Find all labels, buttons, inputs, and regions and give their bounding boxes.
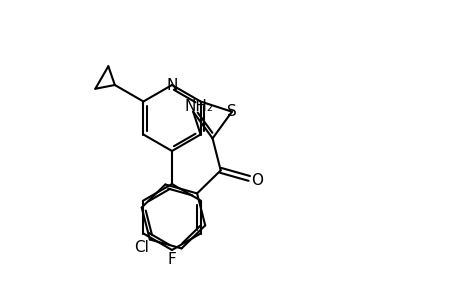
Text: N: N	[166, 77, 177, 92]
Text: F: F	[167, 251, 176, 266]
Text: Cl: Cl	[134, 240, 148, 255]
Text: O: O	[251, 173, 263, 188]
Text: NH₂: NH₂	[184, 100, 213, 115]
Text: S: S	[227, 104, 236, 119]
